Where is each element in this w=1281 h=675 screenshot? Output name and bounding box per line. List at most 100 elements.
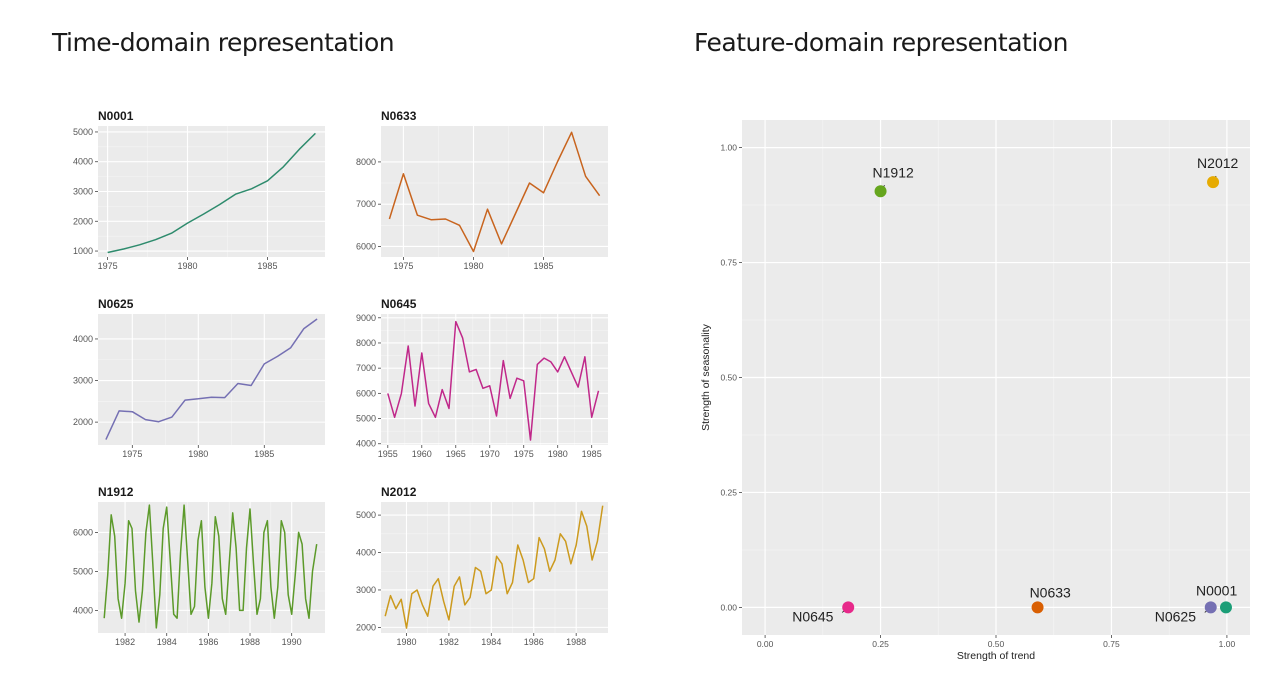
y-tick-label: 7000 bbox=[356, 199, 376, 209]
line-chart-svg: N0625 1975 1980 1985 2000 3000 4000 bbox=[73, 297, 325, 459]
y-tick-label: 2000 bbox=[73, 216, 93, 226]
y-tick-label: 4000 bbox=[356, 548, 376, 558]
x-tick-label: 1986 bbox=[524, 637, 544, 647]
feature-scatter-chart: 0.00 0.25 0.50 0.75 1.00 0.00 0.25 0.50 0.75 1.00… bbox=[690, 100, 1265, 675]
y-tick-label: 8000 bbox=[356, 338, 376, 348]
line-chart-svg: N2012 1980 1982 1984 1986 1988 2000 3000 4000 500… bbox=[356, 485, 608, 647]
y-tick-label: 0.25 bbox=[720, 487, 737, 497]
x-tick-label: 1975 bbox=[514, 449, 534, 459]
x-tick-label: 1965 bbox=[446, 449, 466, 459]
point-label: N0625 bbox=[1155, 608, 1196, 624]
feature-domain-heading: Feature-domain representation bbox=[694, 28, 1068, 57]
x-tick-label: 1984 bbox=[157, 637, 177, 647]
x-tick-label: 1985 bbox=[254, 449, 274, 459]
x-tick-label: 1975 bbox=[393, 261, 413, 271]
chart-title: N0001 bbox=[98, 109, 134, 123]
y-tick-label: 5000 bbox=[73, 566, 93, 576]
y-tick-label: 6000 bbox=[356, 241, 376, 251]
x-tick-label: 1985 bbox=[582, 449, 602, 459]
y-tick-label: 6000 bbox=[356, 388, 376, 398]
line-chart-svg: N0645 1955 1960 1965 1970 1975 1980 1985 4000 500… bbox=[356, 297, 608, 459]
x-tick-label: 1.00 bbox=[1219, 639, 1236, 649]
chart-n2012: N2012 1980 1982 1984 1986 1988 2000 3000 4000 500… bbox=[335, 482, 613, 667]
x-tick-label: 1955 bbox=[378, 449, 398, 459]
x-tick-label: 1970 bbox=[480, 449, 500, 459]
plot-background bbox=[381, 126, 608, 257]
line-chart-svg: N0633 1975 1980 1985 6000 7000 8000 bbox=[356, 109, 608, 271]
x-tick-label: 1975 bbox=[122, 449, 142, 459]
y-tick-label: 9000 bbox=[356, 313, 376, 323]
point-label: N0001 bbox=[1196, 582, 1237, 598]
y-axis-label: Strength of seasonality bbox=[700, 323, 712, 431]
series-line bbox=[107, 132, 316, 254]
x-tick-label: 1980 bbox=[396, 637, 416, 647]
line-chart-svg: N1912 1982 1984 1986 1988 1990 4000 5000 6000 bbox=[73, 485, 325, 647]
chart-n0633: N0633 1975 1980 1985 6000 7000 8000 bbox=[335, 106, 613, 291]
y-tick-label: 4000 bbox=[73, 334, 93, 344]
point-label: N0633 bbox=[1030, 584, 1071, 600]
y-tick-label: 0.50 bbox=[720, 373, 737, 383]
y-tick-label: 5000 bbox=[73, 127, 93, 137]
chart-n0001: N0001 1975 1980 1985 1000 2000 3000 4000 5000 bbox=[52, 106, 330, 291]
point-n0633 bbox=[1031, 601, 1044, 614]
x-tick-label: 0.25 bbox=[872, 639, 889, 649]
x-tick-label: 1982 bbox=[115, 637, 135, 647]
x-tick-label: 1988 bbox=[566, 637, 586, 647]
y-tick-label: 4000 bbox=[73, 605, 93, 615]
x-tick-label: 0.00 bbox=[757, 639, 774, 649]
y-tick-label: 7000 bbox=[356, 363, 376, 373]
scatter-svg: 0.00 0.25 0.50 0.75 1.00 0.00 0.25 0.50 0.75 1.00… bbox=[700, 120, 1250, 662]
x-axis-label: Strength of trend bbox=[957, 650, 1035, 662]
point-label: N0645 bbox=[792, 608, 833, 624]
y-tick-label: 3000 bbox=[73, 376, 93, 386]
y-tick-label: 2000 bbox=[356, 622, 376, 632]
y-tick-label: 2000 bbox=[73, 417, 93, 427]
chart-title: N0625 bbox=[98, 297, 134, 311]
x-tick-label: 0.75 bbox=[1103, 639, 1120, 649]
y-tick-label: 3000 bbox=[73, 187, 93, 197]
series-line bbox=[387, 320, 600, 441]
chart-title: N0645 bbox=[381, 297, 417, 311]
y-tick-label: 0.75 bbox=[720, 258, 737, 268]
point-n0645 bbox=[842, 601, 855, 614]
chart-n0645: N0645 1955 1960 1965 1970 1975 1980 1985 4000 500… bbox=[335, 294, 613, 479]
y-tick-label: 5000 bbox=[356, 510, 376, 520]
x-tick-label: 1980 bbox=[548, 449, 568, 459]
chart-n0625: N0625 1975 1980 1985 2000 3000 4000 bbox=[52, 294, 330, 479]
chart-n1912: N1912 1982 1984 1986 1988 1990 4000 5000 6000 bbox=[52, 482, 330, 667]
y-tick-label: 4000 bbox=[73, 157, 93, 167]
x-tick-label: 1980 bbox=[188, 449, 208, 459]
x-tick-label: 1980 bbox=[463, 261, 483, 271]
y-tick-label: 8000 bbox=[356, 157, 376, 167]
x-tick-label: 1990 bbox=[282, 637, 302, 647]
y-tick-label: 1000 bbox=[73, 246, 93, 256]
x-tick-label: 1982 bbox=[439, 637, 459, 647]
x-tick-label: 1984 bbox=[481, 637, 501, 647]
chart-title: N2012 bbox=[381, 485, 417, 499]
series-line bbox=[103, 504, 318, 629]
line-chart-svg: N0001 1975 1980 1985 1000 2000 3000 4000 5000 bbox=[73, 109, 325, 271]
y-tick-label: 5000 bbox=[356, 414, 376, 424]
x-tick-label: 1986 bbox=[198, 637, 218, 647]
plot-background bbox=[98, 314, 325, 445]
y-tick-label: 0.00 bbox=[720, 602, 737, 612]
x-tick-label: 1960 bbox=[412, 449, 432, 459]
point-label: N2012 bbox=[1197, 155, 1238, 171]
point-label: N1912 bbox=[873, 164, 914, 180]
point-n2012 bbox=[1207, 176, 1220, 189]
chart-title: N0633 bbox=[381, 109, 417, 123]
y-tick-label: 3000 bbox=[356, 585, 376, 595]
chart-title: N1912 bbox=[98, 485, 134, 499]
time-domain-heading: Time-domain representation bbox=[52, 28, 395, 57]
series-line bbox=[384, 505, 604, 629]
x-tick-label: 1988 bbox=[240, 637, 260, 647]
series-line bbox=[105, 318, 318, 440]
y-tick-label: 4000 bbox=[356, 439, 376, 449]
x-tick-label: 1985 bbox=[257, 261, 277, 271]
series-line bbox=[388, 131, 601, 253]
point-n0625 bbox=[1204, 601, 1217, 614]
x-tick-label: 0.50 bbox=[988, 639, 1005, 649]
x-tick-label: 1985 bbox=[534, 261, 554, 271]
y-tick-label: 1.00 bbox=[720, 143, 737, 153]
x-tick-label: 1975 bbox=[98, 261, 118, 271]
